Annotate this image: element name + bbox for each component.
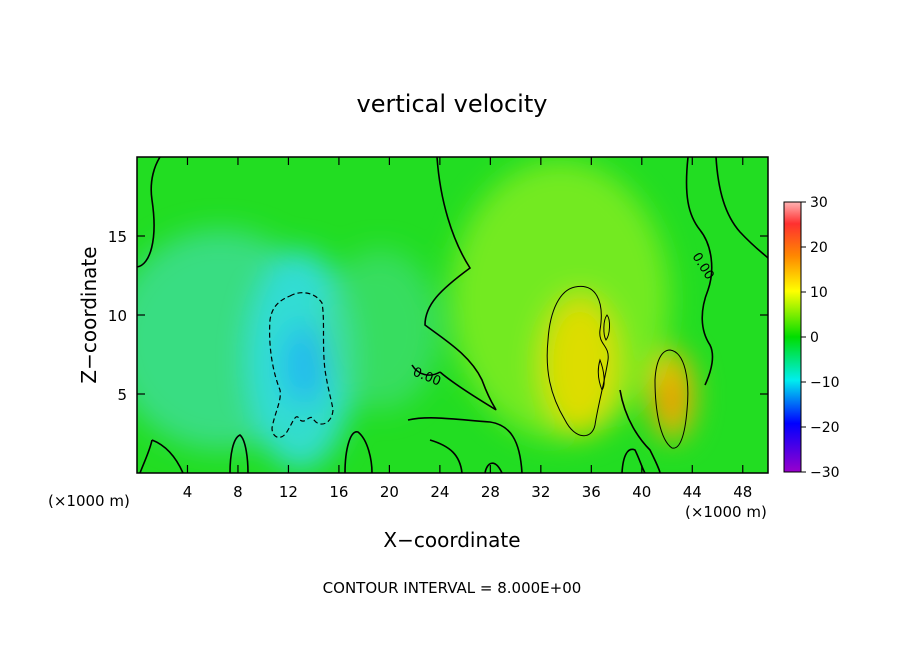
chart-title: vertical velocity [357,90,548,118]
x-tick-label: 40 [632,483,651,501]
y-tick-label: 5 [117,386,127,404]
y-tick-label: 10 [108,307,127,325]
x-tick-label: 32 [531,483,550,501]
x-axis: 4 8 12 16 20 24 28 32 36 40 44 48 [183,157,752,501]
x-tick-label: 12 [279,483,298,501]
colorbar-tick-label: 20 [810,240,828,256]
contour-lines [137,157,768,473]
x-unit-right: (×1000 m) [685,503,767,521]
x-tick-label: 48 [733,483,752,501]
colorbar-tick-label: −10 [810,375,840,391]
plot-area: 0.00 0.00 [136,156,769,474]
x-tick-label: 8 [233,483,243,501]
colorbar-ticks: 30 20 10 0 −10 −20 −30 [801,195,840,481]
x-tick-label: 4 [183,483,193,501]
colorbar: 30 20 10 0 −10 −20 −30 [783,195,840,481]
x-tick-label: 36 [582,483,601,501]
colorbar-tick-label: −20 [810,420,840,436]
y-axis-label: Z−coordinate [77,246,101,383]
contour-interval-annotation: CONTOUR INTERVAL = 8.000E+00 [323,579,582,597]
colorbar-tick-label: 0 [810,330,819,346]
x-tick-label: 28 [481,483,500,501]
y-tick-label: 15 [108,228,127,246]
heatmap-field: 0.00 0.00 [137,157,768,473]
x-tick-label: 20 [380,483,399,501]
x-tick-label: 16 [329,483,348,501]
x-tick-label: 44 [683,483,702,501]
y-axis: 5 10 15 [108,228,768,404]
colorbar-tick-label: −30 [810,465,840,481]
colorbar-tick-label: 30 [810,195,828,211]
x-unit-left: (×1000 m) [48,492,130,510]
contour-lines-thin [546,285,689,449]
colorbar-gradient [783,201,802,473]
x-axis-label: X−coordinate [383,528,520,552]
x-tick-label: 24 [430,483,449,501]
colorbar-tick-label: 10 [810,285,828,301]
